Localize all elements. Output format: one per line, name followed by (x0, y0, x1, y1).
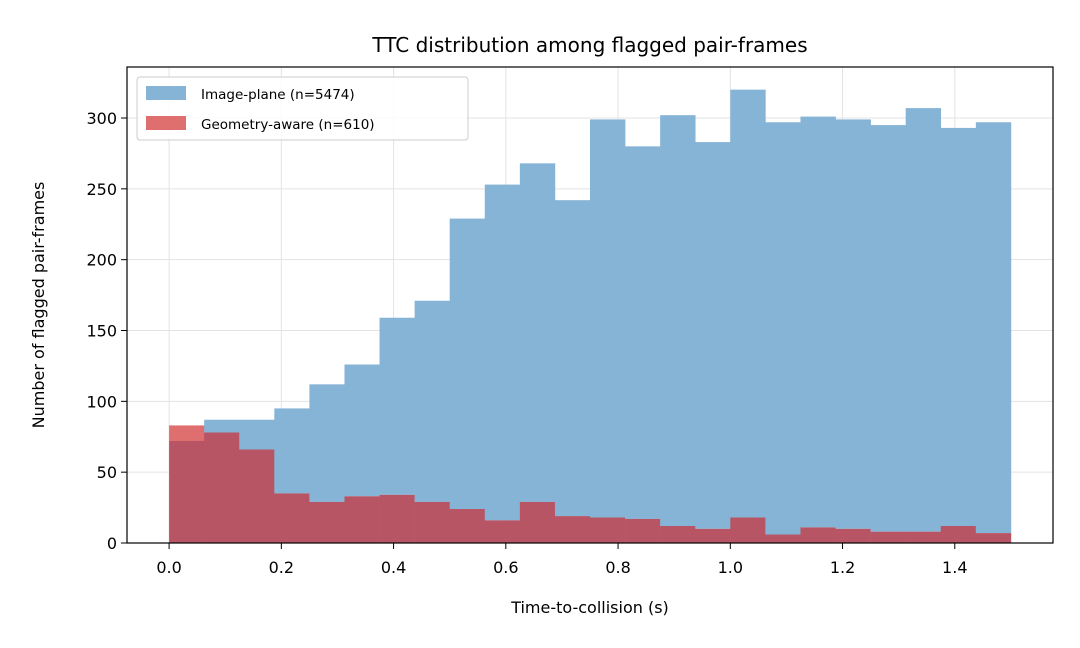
bar-top-1 (204, 419, 240, 433)
y-tick-label-1: 50 (97, 463, 117, 482)
bar-overlap-9 (484, 520, 521, 543)
bar-overlap-2 (239, 449, 275, 543)
bar-top-21 (905, 108, 942, 532)
bar-top-7 (414, 300, 450, 502)
x-tick-label-7: 1.4 (942, 558, 967, 577)
legend-swatch-image-plane (146, 86, 186, 100)
bar-overlap-20 (870, 531, 906, 543)
bar-overlap-18 (800, 527, 836, 543)
bar-overlap-23 (975, 533, 1012, 543)
x-tick-label-1: 0.2 (269, 558, 294, 577)
bar-overlap-19 (835, 528, 871, 543)
legend-swatch-geometry-aware (146, 116, 186, 130)
bar-overlap-21 (905, 531, 942, 543)
y-tick-label-0: 0 (107, 534, 117, 553)
bar-top-5 (344, 364, 380, 497)
bar-overlap-5 (344, 496, 380, 543)
plot-frame (126, 66, 1054, 544)
bar-top-3 (274, 408, 310, 494)
x-tick-label-4: 0.8 (605, 558, 630, 577)
y-tick-label-4: 200 (86, 251, 117, 270)
bar-overlap-7 (414, 501, 450, 543)
x-tick-label-3: 0.6 (493, 558, 518, 577)
chart-title: TTC distribution among flagged pair-fram… (371, 33, 807, 57)
bar-overlap-10 (519, 501, 556, 543)
bar-overlap-13 (625, 518, 661, 543)
bar-overlap-3 (274, 493, 310, 543)
x-tick-label-0: 0.0 (156, 558, 181, 577)
bar-top-20 (870, 125, 906, 532)
bar-overlap-16 (730, 517, 766, 543)
y-tick-label-2: 100 (86, 392, 117, 411)
x-tick-label-6: 1.2 (830, 558, 855, 577)
y-axis-label: Number of flagged pair-frames (29, 182, 48, 429)
bar-top-19 (835, 119, 871, 529)
bar-top-13 (625, 146, 661, 519)
y-tick-label-6: 300 (86, 109, 117, 128)
bar-top-17 (765, 122, 801, 535)
x-axis-label: Time-to-collision (s) (510, 598, 669, 617)
bar-top-16 (730, 89, 766, 518)
y-tick-label-5: 250 (86, 180, 117, 199)
bar-overlap-4 (309, 501, 345, 543)
bar-top-11 (554, 200, 591, 517)
bar-top-18 (800, 116, 836, 528)
bar-top-15 (695, 142, 731, 529)
y-tick-label-3: 150 (86, 322, 117, 341)
bar-overlap-17 (765, 534, 801, 543)
bar-top-23 (975, 122, 1012, 534)
x-tick-label-2: 0.4 (381, 558, 406, 577)
bar-top-10 (519, 163, 556, 502)
histogram-bars (169, 89, 1012, 543)
bar-top-2 (239, 419, 275, 450)
bar-top-12 (590, 119, 626, 518)
bar-overlap-14 (660, 526, 696, 543)
x-tick-label-5: 1.0 (718, 558, 743, 577)
bar-top-8 (449, 218, 486, 510)
legend-label-geometry-aware: Geometry-aware (n=610) (201, 117, 375, 133)
legend-label-image-plane: Image-plane (n=5474) (201, 87, 355, 103)
axes: 0.0 0.2 0.4 0.6 0.8 1.0 1.2 1.4 0 50 100 150 200 250 3… (86, 66, 1054, 577)
bar-overlap-11 (554, 516, 591, 543)
legend-frame (136, 76, 469, 141)
bar-top-22 (940, 127, 977, 527)
bar-overlap-8 (449, 509, 486, 543)
bar-overlap-12 (590, 517, 626, 543)
bar-overlap-1 (204, 432, 240, 543)
bar-overlap-15 (695, 528, 731, 543)
bar-top-14 (660, 115, 696, 527)
bar-top-6 (379, 317, 415, 495)
bar-overlap-0 (169, 441, 205, 543)
bar-overlap-6 (379, 494, 415, 543)
legend: Image-plane (n=5474) Geometry-aware (n=6… (136, 76, 469, 141)
bar-top-0 (169, 425, 205, 441)
bar-overlap-22 (940, 526, 977, 543)
bar-top-9 (484, 184, 521, 521)
bar-top-4 (309, 384, 345, 502)
